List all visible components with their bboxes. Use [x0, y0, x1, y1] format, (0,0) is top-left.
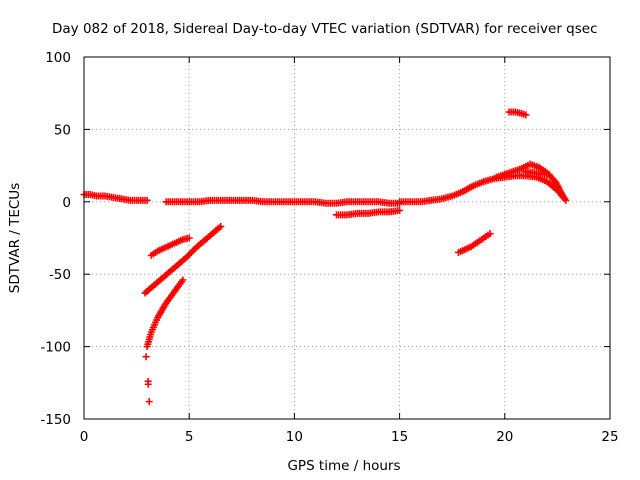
y-axis-label: SDTVAR / TECUs — [7, 183, 23, 293]
data-point — [144, 380, 152, 388]
x-tick-label: 20 — [496, 429, 513, 445]
series-arc-main-early — [80, 191, 151, 204]
data-point — [396, 206, 404, 214]
series-arc-lower-late — [522, 167, 553, 178]
data-point — [142, 353, 150, 361]
y-tick-label: 100 — [45, 50, 71, 66]
y-tick-label: -150 — [40, 412, 71, 428]
data-point — [179, 276, 187, 284]
series-arc-main-mid — [162, 196, 404, 207]
x-axis-label: GPS time / hours — [287, 458, 400, 474]
series-arc-neg-2 — [141, 222, 225, 297]
y-tick-label: 0 — [62, 195, 71, 211]
series-arc-neg-late — [455, 230, 494, 256]
x-tick-label: 25 — [601, 429, 618, 445]
axis-ticks: 0 5 10 15 20 25 -150 -100 -50 0 50 100 — [40, 50, 618, 445]
x-tick-label: 0 — [80, 429, 89, 445]
data-point — [545, 170, 553, 178]
series-arc-upper-late — [492, 160, 568, 201]
series-arc-high — [505, 108, 530, 119]
x-tick-label: 15 — [391, 429, 408, 445]
series-arc-dip-1 — [332, 206, 404, 219]
y-tick-label: 50 — [54, 122, 71, 138]
y-tick-label: -100 — [40, 340, 71, 356]
series-arc-outliers — [142, 353, 153, 406]
y-tick-label: -50 — [49, 267, 71, 283]
chart-title: Day 082 of 2018, Sidereal Day-to-day VTE… — [52, 21, 598, 37]
data-point — [560, 193, 568, 201]
series-arc-neg-3 — [143, 276, 187, 351]
plot-frame — [83, 56, 611, 420]
series-arc-neg-1 — [147, 234, 193, 259]
data-point — [185, 234, 193, 242]
x-tick-label: 5 — [185, 429, 194, 445]
grid-lines — [84, 57, 610, 419]
x-tick-label: 10 — [286, 429, 303, 445]
data-point — [145, 398, 153, 406]
data-point — [486, 230, 494, 238]
data-point — [143, 196, 151, 204]
data-point — [217, 222, 225, 230]
data-points — [80, 108, 570, 406]
data-point — [522, 111, 530, 119]
